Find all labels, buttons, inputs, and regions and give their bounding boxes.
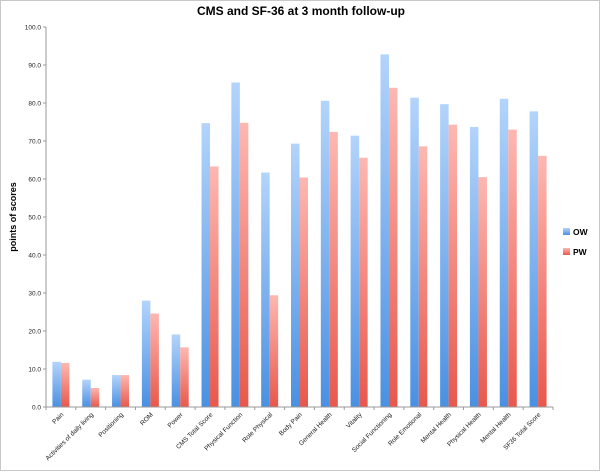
bar-pw [329, 131, 338, 407]
bar-pw [359, 157, 368, 407]
bar-ow [440, 104, 449, 407]
bar-pw [239, 122, 249, 407]
y-tick-label: 70.0 [28, 138, 41, 145]
x-category-label: Positioning [98, 411, 126, 439]
bar-ow [82, 379, 91, 407]
bar-pw [180, 347, 189, 407]
y-tick-label: 60.0 [28, 176, 41, 183]
legend-label-ow: OW [573, 227, 589, 237]
bar-ow [410, 97, 419, 408]
bar-pw [418, 146, 428, 407]
bar-ow [291, 143, 300, 407]
legend-swatch-pw [563, 248, 570, 255]
bar-ow [171, 334, 181, 407]
y-tick-label: 90.0 [28, 62, 41, 69]
chart-title: CMS and SF-36 at 3 month follow-up [197, 4, 405, 18]
bar-ow [112, 375, 121, 407]
x-category-label: Body Pain [278, 411, 304, 437]
y-tick-label: 50.0 [28, 214, 41, 221]
bar-ow [350, 135, 360, 407]
bar-pw [269, 295, 279, 407]
y-tick-label: 30.0 [28, 290, 41, 297]
bar-pw [120, 375, 130, 407]
bar-ow [529, 111, 539, 408]
bar-ow [201, 123, 211, 407]
y-tick-label: 10.0 [28, 366, 41, 373]
y-tick-label: 100.0 [25, 24, 42, 31]
bar-pw [210, 166, 219, 407]
bar-ow [320, 100, 330, 407]
bar-ow [380, 54, 389, 408]
y-tick-label: 20.0 [28, 328, 41, 335]
x-category-label: Vitality [345, 411, 364, 430]
x-category-label: Role Physical [241, 411, 274, 444]
bar-pw [60, 362, 70, 407]
y-tick-label: 40.0 [28, 252, 41, 259]
y-axis-title: points of scores [8, 182, 18, 252]
x-category-label: Pain [51, 411, 65, 425]
bar-ow [141, 300, 151, 407]
bar-pw [448, 124, 458, 407]
bar-pw [508, 129, 517, 407]
y-tick-label: 80.0 [28, 100, 41, 107]
bar-ow [52, 361, 61, 407]
x-category-label: Power [167, 411, 186, 430]
legend-label-pw: PW [573, 247, 588, 257]
x-category-label: ROM [139, 411, 155, 427]
bar-pw [538, 155, 547, 407]
y-tick-label: 0.0 [32, 404, 41, 411]
bars [52, 54, 547, 408]
bar-ow [469, 126, 479, 407]
bar-pw [150, 313, 159, 407]
bar-pw [478, 177, 487, 407]
legend-swatch-ow [563, 228, 570, 235]
legend: OW PW [563, 227, 589, 257]
y-axis: 0.0 10.0 20.0 30.0 40.0 50.0 60.0 70.0 80.0 90.0 1… [25, 24, 47, 411]
bar-pw [388, 87, 398, 408]
bar-pw [299, 177, 308, 407]
bar-ow [261, 172, 270, 407]
bar-ow [231, 82, 240, 407]
bar-ow [499, 98, 509, 407]
bar-pw [90, 388, 100, 407]
